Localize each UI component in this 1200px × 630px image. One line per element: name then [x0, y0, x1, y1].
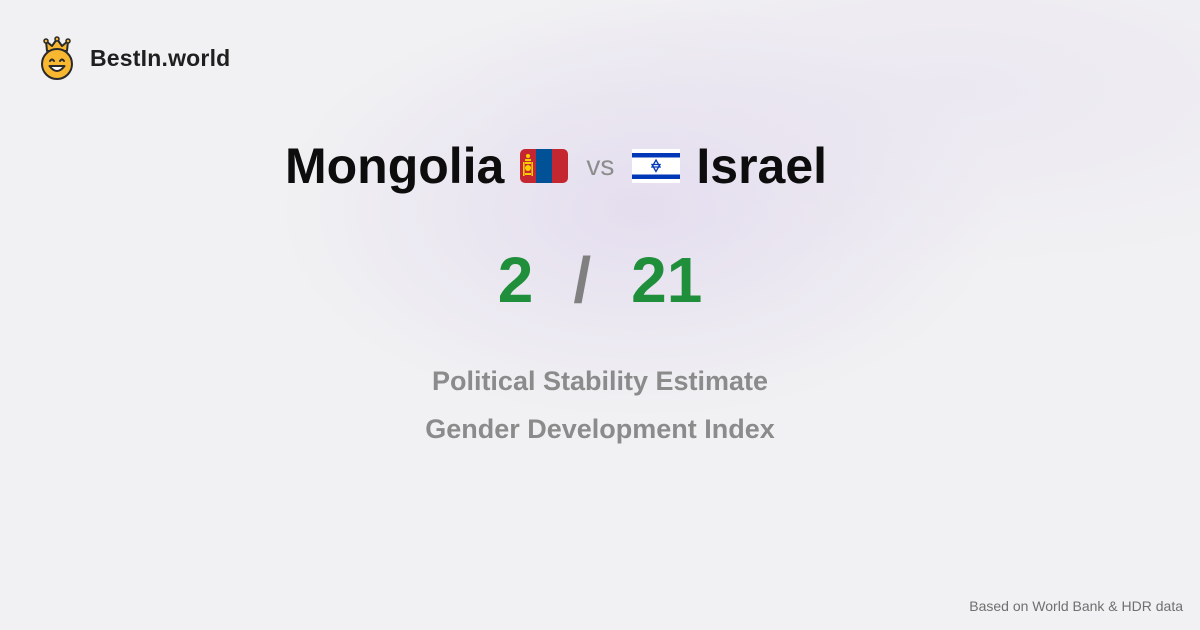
- score-b: 21: [631, 244, 703, 316]
- metric-label: Political Stability Estimate: [431, 366, 769, 396]
- vs-label: vs: [586, 150, 615, 181]
- data-source-note: Based on World Bank & HDR data: [969, 598, 1183, 614]
- score-separator: /: [573, 244, 592, 316]
- metric-label: Gender Development Index: [425, 414, 775, 444]
- score-a: 2: [497, 244, 534, 316]
- country-b-name: Israel: [696, 138, 828, 194]
- comparison-title: Mongolia vs Israel: [0, 134, 1112, 198]
- crowned-smiley-icon: [41, 36, 73, 80]
- brand[interactable]: BestIn.world: [38, 36, 230, 80]
- brand-name: BestIn.world: [90, 44, 231, 71]
- israel-flag-icon: [632, 149, 681, 183]
- mongolia-flag-icon: [520, 149, 569, 183]
- score-row: 2 / 21: [0, 240, 1200, 320]
- country-a-name: Mongolia: [284, 138, 505, 194]
